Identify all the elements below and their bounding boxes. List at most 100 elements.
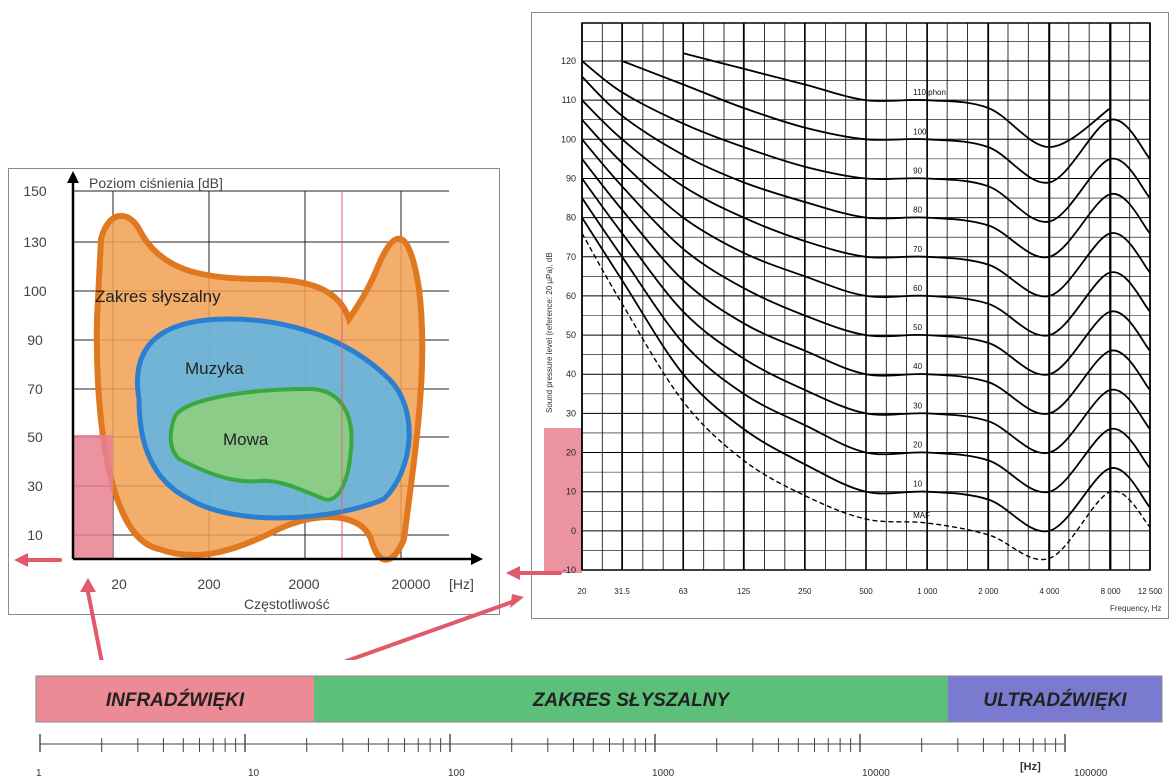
curve-labels: 110 phon 100 90 80 70 60 50 40 30 20 10 MAF: [913, 88, 946, 520]
scale-label-1000: 1000: [652, 768, 675, 778]
left-y-tick: 70: [27, 381, 43, 397]
right-y-tick: 20: [566, 448, 576, 458]
hearing-range-chart: 150 130 100 90 70 50 30 10 20 200 2000 20000 Pozio…: [8, 168, 500, 615]
curve-label: 50: [913, 323, 922, 332]
right-x-tick: 2 000: [978, 587, 999, 596]
right-y-tick: 100: [561, 134, 576, 144]
scale-label-1: 1: [36, 768, 42, 778]
curve-label: 60: [913, 284, 922, 293]
left-y-tick: 150: [23, 183, 47, 199]
loudness-curve: [581, 217, 1151, 533]
frequency-band-bar: INFRADŹWIĘKI ZAKRES SŁYSZALNY ULTRADŹWIĘ…: [0, 660, 1170, 779]
curve-label: 40: [913, 362, 922, 371]
right-x-tick: 31.5: [614, 587, 630, 596]
band-ultrasound-label: ULTRADŹWIĘKI: [983, 689, 1127, 711]
loudness-curve: [621, 60, 1151, 184]
band-ultrasound: [948, 676, 1162, 722]
log-scale-ticks: [39, 734, 1066, 752]
frequency-band-svg: INFRADŹWIĘKI ZAKRES SŁYSZALNY ULTRADŹWIĘ…: [35, 675, 1163, 779]
curve-label: 70: [913, 245, 922, 254]
region-speech-label: Mowa: [223, 430, 269, 449]
right-x-tick: 1 000: [917, 587, 938, 596]
curve-label: 80: [913, 206, 922, 215]
left-y-tick: 90: [27, 332, 43, 348]
band-infrasound: [36, 676, 314, 722]
right-y-tick: 110: [562, 95, 576, 105]
curve-label: 100: [913, 127, 927, 136]
y-axis-arrow: [67, 171, 79, 183]
right-x-tick: 250: [798, 587, 812, 596]
right-y-tick: 50: [566, 330, 576, 340]
left-x-tick: 2000: [288, 576, 319, 592]
right-x-tick: 12 500: [1138, 587, 1163, 596]
loudness-curve: [581, 158, 1151, 415]
scale-label-10000: 10000: [862, 768, 890, 778]
region-speech: [168, 386, 354, 502]
left-y-tick: 30: [27, 478, 43, 494]
right-y-axis-label: Sound pressure level (reference: 20 µPa)…: [545, 252, 554, 413]
left-y-tick: 130: [23, 234, 47, 250]
curve-label: 90: [913, 166, 922, 175]
band-audible: [314, 676, 948, 722]
right-y-tick: 80: [566, 213, 576, 223]
left-y-tick-labels: 150 130 100 90 70 50 30 10: [23, 183, 47, 543]
curve-label: 30: [913, 401, 922, 410]
loudness-curve: [581, 119, 1151, 337]
right-y-tick: 30: [566, 408, 576, 418]
curve-label: 20: [913, 441, 922, 450]
x-axis-arrow: [471, 553, 483, 565]
right-x-tick: 20: [578, 587, 587, 596]
loudness-curve: [682, 52, 1112, 149]
scale-label-100: 100: [448, 768, 465, 778]
right-x-tick: 4 000: [1039, 587, 1060, 596]
curve-label: MAF: [913, 511, 930, 520]
loudness-curves: [581, 52, 1151, 561]
band-audible-label: ZAKRES SŁYSZALNY: [532, 690, 732, 711]
right-y-tick: 120: [561, 56, 576, 66]
loudness-curve: [581, 76, 1151, 259]
loudness-curve: [581, 138, 1151, 376]
left-x-tick: 20000: [392, 576, 431, 592]
right-x-tick-labels: 20 31.5 63 125 250 500 1 000 2 000 4 000 8 000 12 …: [578, 587, 1163, 596]
scale-label-100000: 100000: [1074, 768, 1108, 778]
scale-label-10: 10: [248, 768, 260, 778]
infrasound-zone: [73, 435, 113, 559]
loudness-curve: [581, 60, 1151, 223]
left-y-tick: 10: [27, 527, 43, 543]
loudness-curve: [581, 232, 1151, 561]
left-x-tick-labels: 20 200 2000 20000: [111, 576, 430, 592]
loudness-curve: [581, 197, 1151, 494]
region-audible-label: Zakres słyszalny: [95, 287, 221, 306]
right-y-tick: 40: [566, 369, 576, 379]
right-x-axis-label: Frequency, Hz: [1110, 604, 1161, 613]
left-x-tick: 20: [111, 576, 127, 592]
right-y-tick: -10: [563, 565, 576, 575]
loudness-curve: [581, 177, 1151, 454]
scale-unit: [Hz]: [1020, 761, 1041, 773]
left-x-unit: [Hz]: [449, 576, 474, 592]
left-y-axis-label: Poziom ciśnienia [dB]: [89, 175, 223, 191]
left-y-tick: 50: [27, 429, 43, 445]
left-x-tick: 200: [197, 576, 221, 592]
right-x-tick: 500: [859, 587, 873, 596]
right-y-tick: 90: [566, 173, 576, 183]
band-infrasound-label: INFRADŹWIĘKI: [106, 689, 245, 711]
right-y-tick: 10: [566, 487, 576, 497]
curve-label: 10: [913, 480, 922, 489]
region-music-label: Muzyka: [185, 359, 244, 378]
right-y-tick: 70: [566, 252, 576, 262]
left-y-tick: 100: [23, 283, 47, 299]
left-x-axis-label: Częstotliwość: [244, 596, 330, 612]
right-y-tick: 60: [566, 291, 576, 301]
right-x-tick: 125: [737, 587, 751, 596]
right-x-tick: 63: [679, 587, 688, 596]
equal-loudness-chart: 110 phon 100 90 80 70 60 50 40 30 20 10 MAF 120 110 1…: [531, 12, 1169, 619]
infrasound-marker: [544, 428, 582, 573]
right-x-tick: 8 000: [1101, 587, 1122, 596]
loudness-curve: [581, 99, 1151, 298]
hearing-range-plot: 150 130 100 90 70 50 30 10 20 200 2000 20000 Pozio…: [23, 171, 483, 612]
right-y-tick: 0: [571, 526, 576, 536]
curve-label: 110 phon: [913, 88, 946, 97]
